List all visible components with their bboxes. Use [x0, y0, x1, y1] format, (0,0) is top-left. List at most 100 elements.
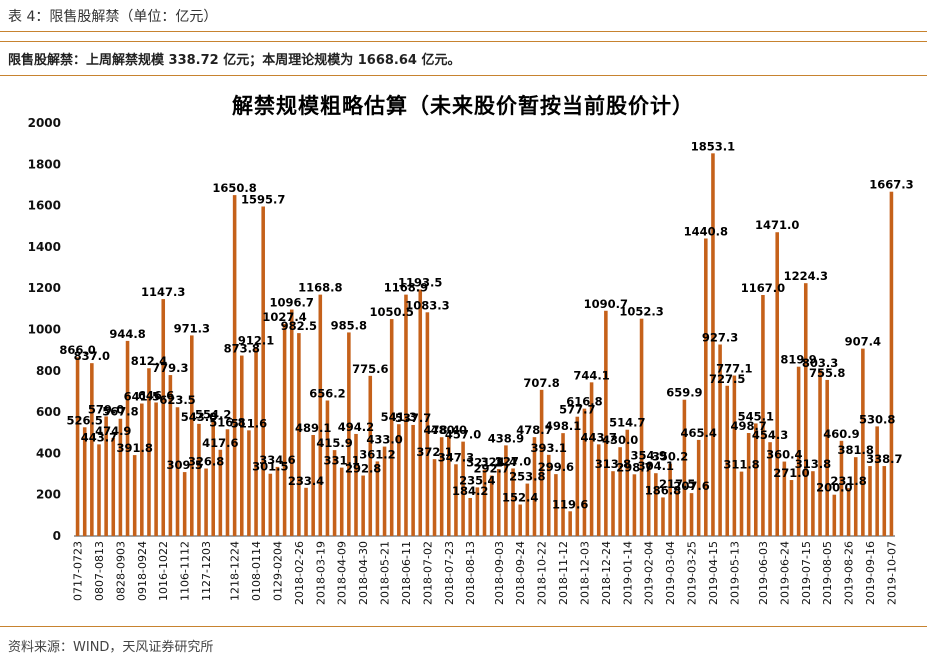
bar [104, 416, 108, 536]
x-tick-label: 2019-03-25 [686, 541, 699, 605]
data-label: 313.8 [795, 457, 831, 471]
bar [782, 461, 787, 536]
data-label: 530.8 [859, 412, 895, 426]
bar [468, 497, 473, 536]
x-tick-label: 2019-07-15 [800, 541, 813, 605]
bar [639, 318, 644, 536]
data-label: 543.0 [181, 410, 217, 424]
data-label: 292.8 [345, 462, 381, 476]
data-label: 1096.7 [270, 296, 314, 310]
data-label: 579.0 [88, 402, 124, 416]
bar [375, 461, 380, 536]
data-label: 511.6 [231, 416, 267, 430]
x-tick-label: 0828-0903 [114, 541, 127, 601]
x-tick-label: 1016-1022 [157, 541, 170, 601]
y-axis: 0 200 400 600 800 1000 1200 1400 1600 1800 2000 [28, 116, 61, 543]
bar [447, 436, 451, 536]
data-label: 567.8 [102, 405, 138, 419]
bar [554, 474, 558, 536]
bar [90, 363, 94, 536]
bar [154, 402, 158, 536]
x-tick-label: 2019-05-13 [728, 541, 741, 605]
bar [389, 319, 394, 536]
bar [846, 488, 851, 536]
data-label: 299.6 [538, 460, 574, 474]
bar [761, 295, 765, 536]
data-label: 338.7 [866, 452, 902, 466]
data-label: 478.4 [423, 423, 459, 437]
y-tick-label: 1000 [28, 323, 61, 337]
data-label: 744.1 [573, 368, 609, 382]
data-label: 1090.7 [584, 297, 628, 311]
bar [839, 440, 844, 536]
data-label: 309.5 [166, 458, 202, 472]
bar [625, 429, 630, 536]
data-label: 326.8 [188, 455, 224, 469]
bar [875, 426, 879, 536]
data-label: 982.5 [281, 319, 317, 333]
data-label: 1168.9 [384, 281, 428, 295]
data-label: 866.0 [59, 343, 95, 357]
y-tick-label: 200 [36, 488, 61, 502]
data-label: 707.8 [523, 376, 559, 390]
data-label: 514.7 [609, 416, 645, 430]
data-label: 457.0 [445, 428, 481, 442]
data-label: 391.8 [116, 441, 152, 455]
bar [325, 400, 330, 536]
x-tick-label: 0108-0114 [250, 541, 263, 601]
bar [282, 323, 287, 536]
x-tick-label: 0807-0813 [93, 541, 106, 601]
data-label: 304.1 [638, 459, 674, 473]
x-tick-label: 0717-0723 [72, 541, 85, 601]
bar [868, 466, 872, 536]
data-label: 489.1 [295, 421, 331, 435]
bar [711, 153, 715, 536]
bar [611, 471, 615, 536]
data-label: 474.9 [95, 424, 131, 438]
bar [696, 439, 701, 536]
x-tick-label: 2018-02-26 [293, 541, 306, 605]
bar [704, 238, 708, 536]
bar [118, 418, 123, 536]
x-axis-ticks: 0717-0723 0807-0813 0828-0903 0918-0924 1016… [72, 541, 899, 605]
bar [454, 464, 458, 536]
x-tick-label: 2018-05-21 [379, 541, 392, 605]
bar [646, 462, 651, 536]
bar [432, 459, 437, 536]
chart-title: 解禁规模粗略估算（未来股价暂按当前股价计） [232, 94, 694, 118]
x-tick-label: 2018-04-30 [357, 541, 370, 605]
bar [168, 375, 173, 536]
data-label: 944.8 [109, 327, 145, 341]
x-tick-label: 2019-01-14 [621, 541, 634, 605]
bar [825, 379, 829, 536]
bar [339, 467, 344, 536]
y-tick-label: 600 [36, 405, 61, 419]
bar [97, 444, 101, 536]
data-label: 381.8 [838, 443, 874, 457]
data-labels: 866.0 526.5 837.0 443.7 579.0 474.9 567.8 944.8… [59, 139, 913, 511]
x-tick-label: 1127-1203 [200, 541, 213, 601]
data-label: 184.2 [452, 484, 488, 498]
data-label: 1471.0 [755, 218, 799, 232]
data-label: 313.8 [595, 457, 631, 471]
data-label: 1440.8 [684, 224, 728, 238]
data-label: 186.8 [645, 483, 681, 497]
bar [404, 294, 408, 536]
bar [546, 454, 551, 536]
data-label: 907.4 [845, 335, 881, 349]
data-label: 200.0 [816, 481, 852, 495]
bar [239, 355, 244, 536]
bar [197, 423, 201, 536]
bar [261, 206, 265, 536]
data-label: 271.0 [773, 466, 809, 480]
bar [504, 445, 508, 536]
data-label: 1853.1 [691, 139, 735, 153]
x-tick-label: 2019-03-04 [664, 541, 677, 605]
data-label: 1147.3 [141, 285, 185, 299]
data-label: 537.7 [395, 411, 431, 425]
bar [275, 466, 280, 536]
y-tick-label: 400 [36, 446, 61, 460]
bar [318, 294, 323, 536]
bar [211, 421, 215, 536]
data-label: 498.1 [545, 419, 581, 433]
